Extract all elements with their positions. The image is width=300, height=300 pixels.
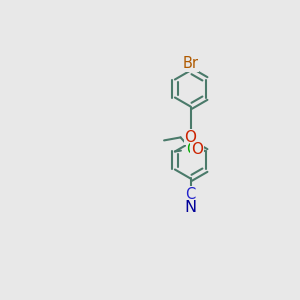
Text: C: C xyxy=(185,187,196,202)
Text: N: N xyxy=(184,200,196,215)
Text: O: O xyxy=(191,142,203,158)
Text: Cl: Cl xyxy=(186,142,201,158)
Text: Br: Br xyxy=(182,56,199,71)
Text: O: O xyxy=(184,130,196,145)
